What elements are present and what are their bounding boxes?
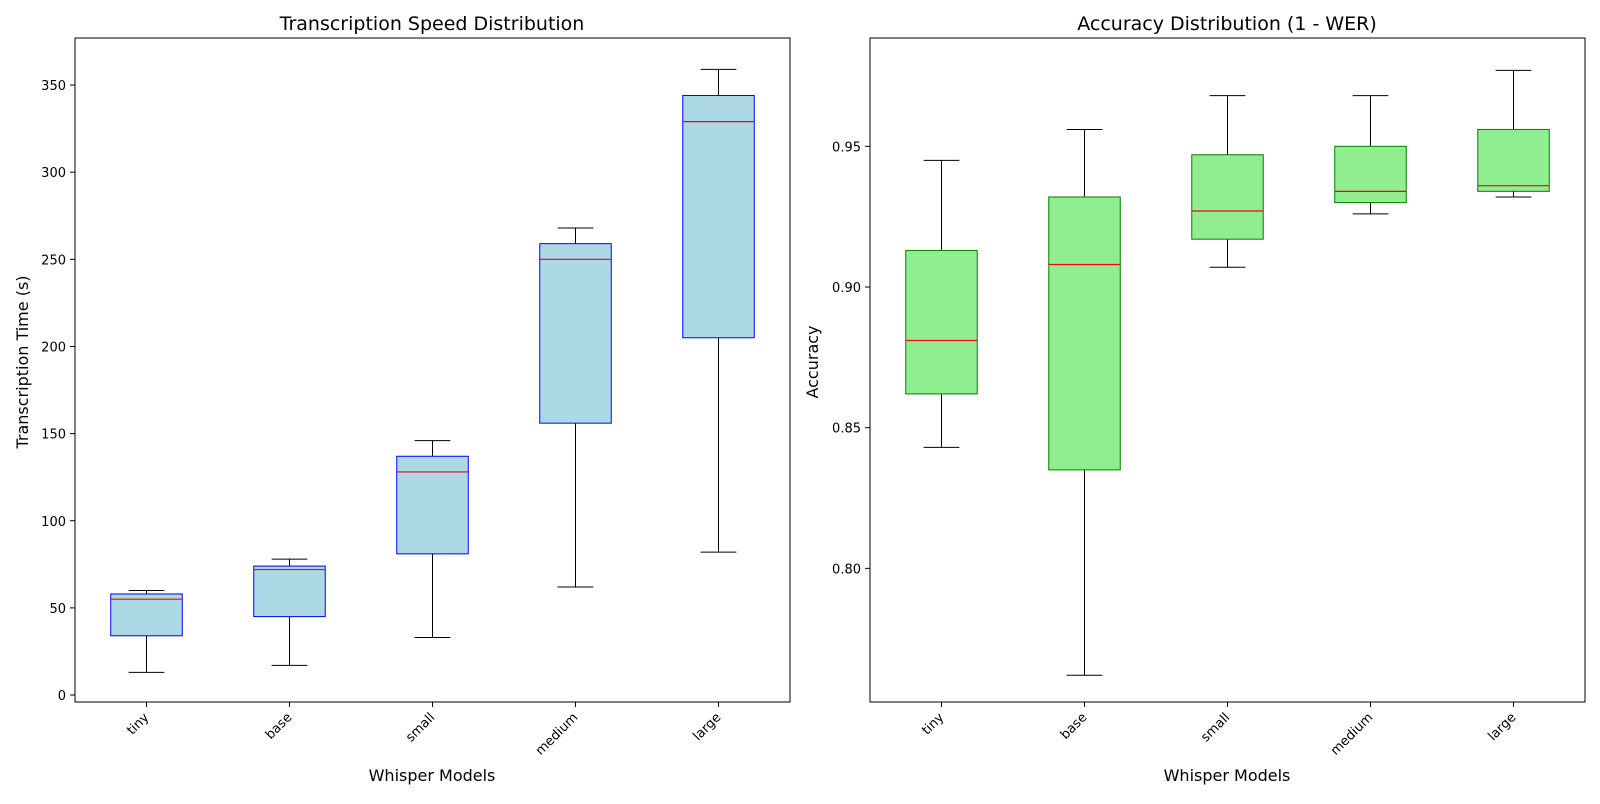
accuracy-chart-title: Accuracy Distribution (1 - WER)	[1077, 13, 1377, 35]
accuracy-chart-ylabel: Accuracy	[803, 325, 822, 398]
iqr-box	[1334, 145, 1407, 204]
speed-chart-title: Transcription Speed Distribution	[279, 13, 585, 35]
accuracy-ytick-label: 0.80	[832, 562, 861, 577]
speed-ytick-label: 350	[41, 79, 66, 94]
accuracy-box-small	[1191, 95, 1264, 268]
iqr-box	[396, 455, 469, 555]
iqr-box	[253, 565, 326, 618]
accuracy-xtick-label-base: base	[1058, 710, 1091, 743]
speed-ytick-label: 300	[41, 166, 66, 181]
iqr-box	[1477, 128, 1550, 192]
accuracy-xtick-label-tiny: tiny	[919, 710, 947, 738]
accuracy-box-medium	[1334, 95, 1407, 215]
speed-box-tiny	[110, 589, 183, 673]
speed-box-large	[682, 68, 755, 553]
accuracy-xtick-label-medium: medium	[1328, 710, 1376, 758]
iqr-box	[1048, 196, 1121, 471]
speed-box-small	[396, 440, 469, 639]
speed-chart-ylabel: Transcription Time (s)	[13, 275, 32, 449]
accuracy-chart-xlabel: Whisper Models	[1164, 766, 1291, 785]
accuracy-ytick-label: 0.85	[832, 422, 861, 437]
accuracy-ytick-label: 0.95	[832, 140, 861, 155]
speed-ytick-label: 0	[58, 689, 66, 704]
speed-chart-panel: Transcription Speed Distribution Whisper…	[13, 13, 791, 785]
accuracy-xtick-label-large: large	[1485, 710, 1519, 744]
accuracy-box-tiny	[905, 159, 978, 448]
accuracy-box-base	[1048, 128, 1121, 676]
iqr-box	[1191, 154, 1264, 240]
speed-xtick-label-base: base	[263, 710, 296, 743]
accuracy-box-large	[1477, 69, 1550, 198]
speed-box-medium	[539, 227, 612, 588]
speed-ytick-label: 200	[41, 340, 66, 355]
speed-box-base	[253, 558, 326, 666]
iqr-box	[682, 95, 755, 339]
speed-ytick-label: 50	[49, 602, 66, 617]
accuracy-ytick-label: 0.90	[832, 281, 861, 296]
iqr-box	[110, 593, 183, 637]
speed-ytick-label: 250	[41, 253, 66, 268]
speed-ytick-label: 100	[41, 515, 66, 530]
speed-chart-xlabel: Whisper Models	[369, 766, 496, 785]
speed-xtick-label-small: small	[403, 710, 438, 745]
accuracy-xtick-label-small: small	[1198, 710, 1233, 745]
accuracy-chart-panel: Accuracy Distribution (1 - WER) Whisper …	[803, 13, 1586, 785]
iqr-box	[539, 243, 612, 424]
speed-ytick-label: 150	[41, 428, 66, 443]
iqr-box	[905, 249, 978, 395]
speed-xtick-label-medium: medium	[533, 710, 581, 758]
speed-xtick-label-large: large	[690, 710, 724, 744]
speed-xtick-label-tiny: tiny	[124, 710, 152, 738]
